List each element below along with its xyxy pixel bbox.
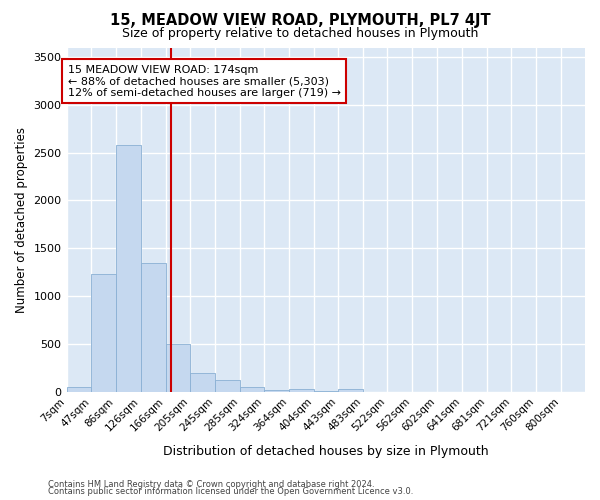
Bar (215, 380, 240, 392)
Text: Size of property relative to detached houses in Plymouth: Size of property relative to detached ho… (122, 28, 478, 40)
Bar (338, 389, 363, 392)
Bar (91, 274, 116, 392)
Bar (240, 387, 264, 392)
Bar (289, 389, 314, 392)
Bar (190, 372, 215, 392)
Bar (264, 390, 289, 392)
Bar (67, 387, 91, 392)
Bar (166, 344, 190, 392)
Y-axis label: Number of detached properties: Number of detached properties (15, 126, 28, 312)
Bar (140, 262, 166, 392)
Text: Contains HM Land Registry data © Crown copyright and database right 2024.: Contains HM Land Registry data © Crown c… (48, 480, 374, 489)
Text: 15, MEADOW VIEW ROAD, PLYMOUTH, PL7 4JT: 15, MEADOW VIEW ROAD, PLYMOUTH, PL7 4JT (110, 12, 490, 28)
Text: 15 MEADOW VIEW ROAD: 174sqm
← 88% of detached houses are smaller (5,303)
12% of : 15 MEADOW VIEW ROAD: 174sqm ← 88% of det… (68, 64, 341, 98)
Bar (314, 390, 338, 392)
Bar (116, 145, 140, 392)
Text: Contains public sector information licensed under the Open Government Licence v3: Contains public sector information licen… (48, 487, 413, 496)
X-axis label: Distribution of detached houses by size in Plymouth: Distribution of detached houses by size … (163, 444, 488, 458)
